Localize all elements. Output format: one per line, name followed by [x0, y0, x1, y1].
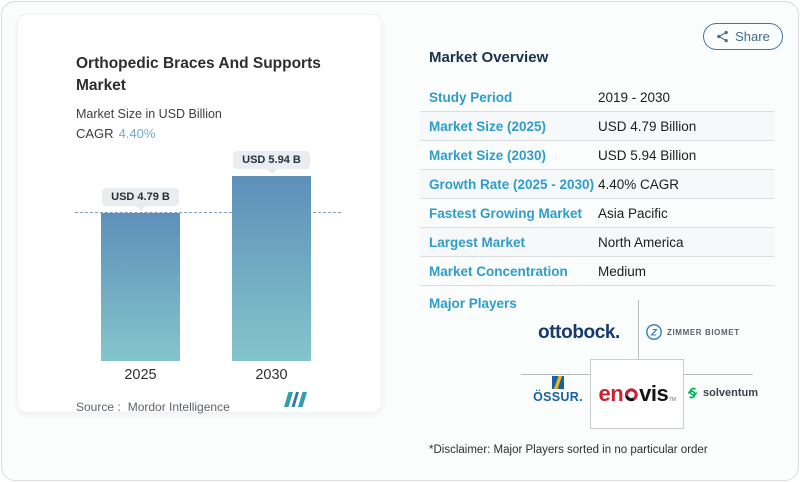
- row-label: Market Concentration: [429, 263, 568, 279]
- cagr-label: CAGR: [76, 126, 114, 141]
- bar-2025-value-tag: USD 4.79 B: [102, 188, 179, 211]
- row-label: Fastest Growing Market: [429, 205, 583, 221]
- cagr-line: CAGR 4.40%: [76, 126, 155, 141]
- zimmer-biomet-logo: Z ZIMMER BIOMET: [646, 324, 740, 340]
- enovis-vis: vis: [639, 381, 669, 406]
- players-divider-vertical: [638, 300, 639, 359]
- row-value: USD 4.79 Billion: [598, 118, 697, 134]
- table-row: Market Size (2030) USD 5.94 Billion: [420, 141, 774, 170]
- enovis-en: en: [598, 381, 624, 406]
- overview-table: Study Period 2019 - 2030 Market Size (20…: [420, 83, 774, 286]
- row-label: Largest Market: [429, 234, 526, 250]
- ossur-wordmark: ÖSSUR.: [533, 390, 583, 404]
- row-value: 4.40% CAGR: [598, 176, 680, 192]
- overview-heading: Market Overview: [429, 49, 549, 66]
- share-button[interactable]: Share: [703, 23, 783, 50]
- table-row: Study Period 2019 - 2030: [420, 83, 774, 112]
- major-players-label: Major Players: [429, 296, 517, 311]
- chart-title: Orthopedic Braces And Supports Market: [76, 55, 321, 94]
- enovis-logo: en vis TM: [598, 381, 676, 407]
- share-button-label: Share: [735, 29, 770, 44]
- solventum-wordmark: solventum: [703, 387, 759, 399]
- row-value: Medium: [598, 263, 647, 279]
- row-label: Study Period: [429, 89, 513, 105]
- bar-2025: [101, 213, 180, 361]
- x-axis-label-2025: 2025: [124, 367, 157, 383]
- solventum-logo: solventum: [686, 386, 758, 400]
- bar-2030-value-tag: USD 5.94 B: [233, 151, 310, 174]
- row-value: North America: [598, 234, 684, 250]
- ottobock-logo: ottobock.: [538, 322, 620, 343]
- table-row: Market Concentration Medium: [420, 257, 774, 286]
- chart-subtitle: Market Size in USD Billion: [76, 107, 222, 121]
- solventum-s-icon: [687, 387, 698, 399]
- source-value: Mordor Intelligence: [127, 400, 230, 414]
- share-icon: [717, 30, 728, 43]
- row-value: USD 5.94 Billion: [598, 147, 697, 163]
- svg-text:Z: Z: [650, 327, 658, 338]
- zimmer-biomet-wordmark: ZIMMER BIOMET: [667, 327, 740, 337]
- table-row: Largest Market North America: [420, 228, 774, 257]
- row-label: Growth Rate (2025 - 2030): [429, 176, 595, 192]
- source-attribution: Source : Mordor Intelligence: [76, 400, 230, 414]
- row-value: Asia Pacific: [598, 205, 668, 221]
- table-row: Growth Rate (2025 - 2030) 4.40% CAGR: [420, 170, 774, 199]
- disclaimer-text: *Disclaimer: Major Players sorted in no …: [429, 444, 708, 456]
- reference-dashed-line: [75, 212, 341, 213]
- table-row: Fastest Growing Market Asia Pacific: [420, 199, 774, 228]
- enovis-tm: TM: [669, 397, 676, 403]
- source-label: Source :: [76, 400, 121, 414]
- mordor-intelligence-logo-icon: [284, 392, 307, 407]
- enovis-logo-box: en vis TM: [590, 359, 684, 429]
- ossur-logo: ÖSSUR.: [523, 376, 593, 404]
- ossur-flag-icon: [552, 376, 564, 389]
- cagr-value: 4.40%: [118, 126, 156, 141]
- row-value: 2019 - 2030: [598, 89, 671, 105]
- bar-2030: [232, 176, 311, 361]
- row-label: Market Size (2025): [429, 118, 547, 134]
- row-label: Market Size (2030): [429, 147, 547, 163]
- zimmer-biomet-z-icon: Z: [646, 324, 662, 340]
- table-row: Market Size (2025) USD 4.79 Billion: [420, 112, 774, 141]
- enovis-o-mark-icon: [624, 387, 638, 401]
- x-axis-label-2030: 2030: [255, 367, 288, 383]
- chart-card: Orthopedic Braces And Supports Market Ma…: [17, 14, 382, 414]
